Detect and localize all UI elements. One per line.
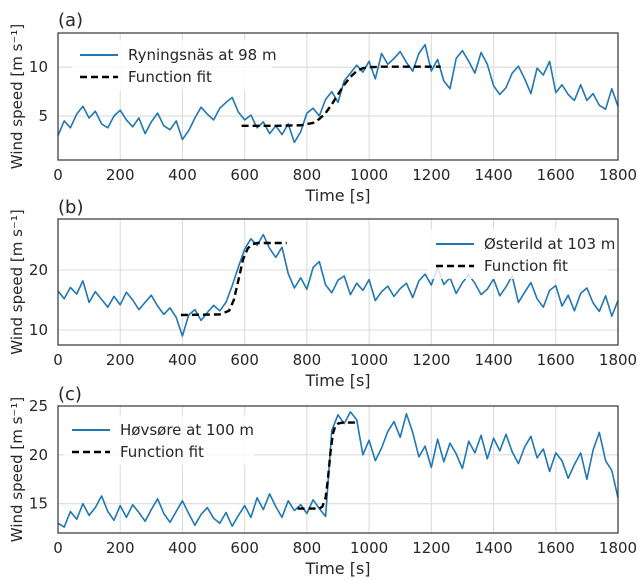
x-tick-label: 1200 (412, 166, 450, 184)
y-tick-label: 10 (29, 58, 48, 76)
panel-label: (a) (58, 10, 83, 31)
legend: Høvsøre at 100 m Function fit (64, 415, 254, 465)
x-tick-label: 800 (293, 539, 322, 557)
legend-label: Function fit (484, 257, 568, 275)
x-tick-label: 600 (230, 166, 259, 184)
x-tick-label: 1800 (599, 351, 637, 369)
plot-frame (57, 405, 619, 534)
x-tick-label: 0 (53, 539, 63, 557)
x-tick-label: 600 (230, 351, 259, 369)
x-tick-label: 400 (168, 351, 197, 369)
plot-frame (57, 218, 619, 346)
x-tick-label: 0 (53, 351, 63, 369)
series-line (57, 411, 619, 528)
series-line (57, 233, 619, 337)
legend-label: Function fit (128, 68, 212, 86)
panel-1: 0 200 400 600 800 1000 1200 1400 1600 1800 5 10 Time… (8, 10, 637, 205)
x-tick-label: 1200 (412, 539, 450, 557)
x-tick-label: 1400 (474, 539, 512, 557)
fit-line (297, 421, 357, 510)
x-tick-label: 0 (53, 166, 63, 184)
panel-3: 0 200 400 600 800 1000 1200 1400 1600 1800 15 20 25 T… (8, 384, 637, 578)
y-tick-label: 20 (29, 261, 48, 279)
panel-label: (b) (58, 197, 83, 218)
x-tick-label: 1200 (412, 351, 450, 369)
x-axis-label: Time [s] (304, 186, 370, 205)
x-tick-label: 1000 (350, 539, 388, 557)
x-tick-label: 1400 (474, 351, 512, 369)
fit-line (180, 241, 287, 317)
x-tick-label: 800 (293, 166, 322, 184)
y-tick-label: 15 (29, 495, 48, 513)
x-tick-label: 200 (106, 166, 135, 184)
y-tick-label: 5 (38, 107, 48, 125)
y-tick-label: 20 (29, 446, 48, 464)
x-tick-label: 400 (168, 166, 197, 184)
y-tick-label: 10 (29, 321, 48, 339)
x-tick-label: 200 (106, 351, 135, 369)
y-tick-label: 25 (29, 397, 48, 415)
legend-box (64, 415, 254, 465)
x-tick-label: 1600 (537, 166, 575, 184)
y-axis-label: Wind speed [m s⁻¹] (8, 397, 26, 542)
x-tick-label: 1000 (350, 166, 388, 184)
legend: Ryningsnäs at 98 m Function fit (72, 40, 277, 90)
x-axis-label: Time [s] (304, 559, 370, 578)
legend-box (72, 40, 272, 90)
fit-line (241, 65, 441, 128)
x-tick-label: 800 (293, 351, 322, 369)
legend-label: Ryningsnäs at 98 m (128, 46, 277, 64)
y-axis-label: Wind speed [m s⁻¹] (8, 24, 26, 169)
y-axis-label: Wind speed [m s⁻¹] (8, 209, 26, 354)
x-tick-label: 200 (106, 539, 135, 557)
x-tick-label: 1800 (599, 539, 637, 557)
legend-label: Høvsøre at 100 m (120, 421, 254, 439)
x-axis-label: Time [s] (304, 371, 370, 390)
panel-label: (c) (58, 384, 82, 405)
legend: Østerild at 103 m Function fit (428, 229, 615, 279)
plot-frame (57, 32, 619, 161)
x-tick-label: 1600 (537, 539, 575, 557)
x-tick-label: 1400 (474, 166, 512, 184)
x-tick-label: 1000 (350, 351, 388, 369)
panel-2: 0 200 400 600 800 1000 1200 1400 1600 1800 10 20 Tim… (8, 197, 637, 390)
x-tick-label: 600 (230, 539, 259, 557)
series-line (57, 43, 619, 144)
x-tick-label: 1800 (599, 166, 637, 184)
legend-label: Function fit (120, 443, 204, 461)
x-tick-label: 400 (168, 539, 197, 557)
x-tick-label: 1600 (537, 351, 575, 369)
legend-label: Østerild at 103 m (484, 235, 615, 253)
